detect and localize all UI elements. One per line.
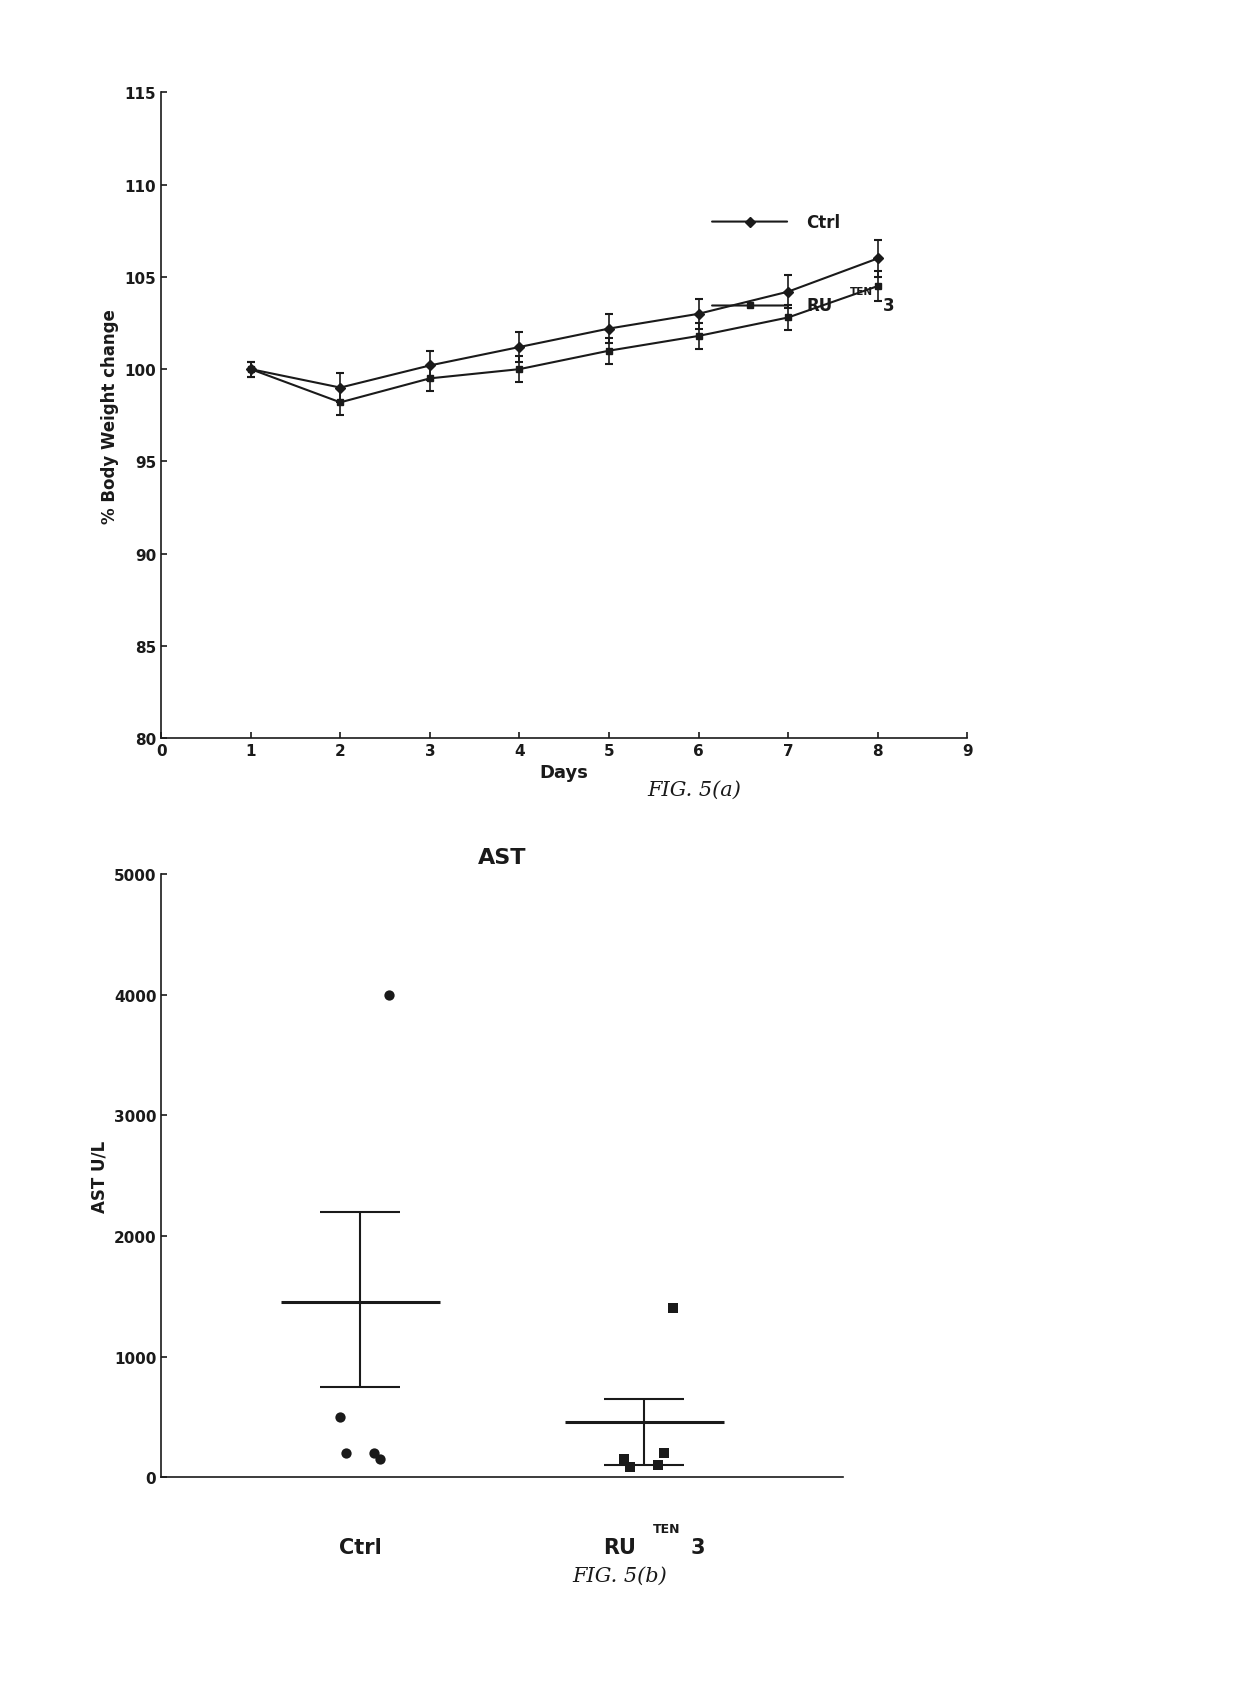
Text: Ctrl: Ctrl: [806, 214, 841, 231]
Text: RU: RU: [604, 1538, 636, 1557]
Text: 3: 3: [691, 1538, 706, 1557]
Text: Ctrl: Ctrl: [339, 1538, 382, 1557]
Point: [336, 1440, 356, 1467]
Point: [620, 1453, 640, 1481]
Text: TEN: TEN: [652, 1523, 680, 1535]
Y-axis label: AST U/L: AST U/L: [91, 1139, 108, 1212]
Point: [378, 981, 398, 1009]
Text: 3: 3: [883, 297, 894, 316]
Point: [662, 1296, 682, 1323]
Point: [365, 1440, 384, 1467]
Title: AST: AST: [477, 847, 527, 868]
X-axis label: Days: Days: [539, 764, 589, 783]
Point: [370, 1445, 389, 1472]
Point: [655, 1440, 675, 1467]
Y-axis label: % Body Weight change: % Body Weight change: [100, 309, 119, 523]
Text: TEN: TEN: [851, 287, 873, 297]
Text: FIG. 5(a): FIG. 5(a): [647, 779, 742, 800]
Text: RU: RU: [806, 297, 832, 316]
Point: [615, 1445, 635, 1472]
Text: FIG. 5(b): FIG. 5(b): [573, 1566, 667, 1586]
Point: [649, 1452, 668, 1479]
Point: [330, 1403, 350, 1430]
